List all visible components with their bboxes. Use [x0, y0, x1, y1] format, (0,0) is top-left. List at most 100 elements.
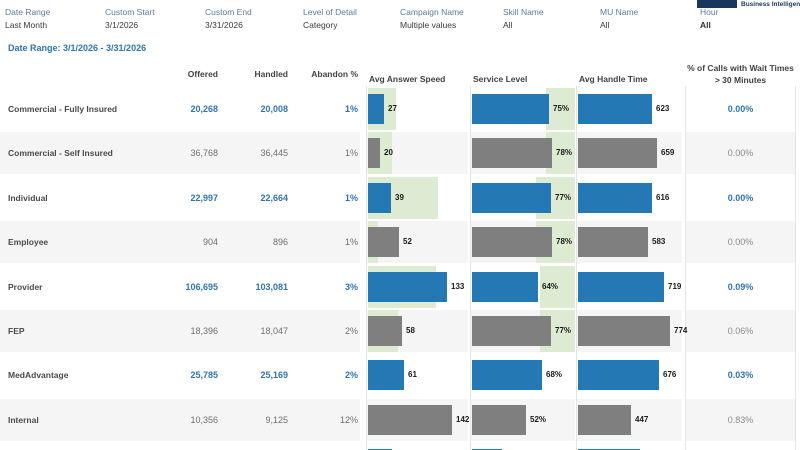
avg-answer-speed-bar[interactable]: [368, 316, 402, 346]
table-row[interactable]: Employee 904 896 1% 52 78% 583 0.00%: [0, 221, 800, 265]
cell-offered: 10,356: [190, 414, 218, 425]
avg-answer-speed-value: 61: [408, 370, 417, 380]
service-level-reference-band: [546, 88, 575, 130]
filter-date-range[interactable]: Date Range Last Month: [5, 7, 101, 30]
filter-value-skill-name[interactable]: All: [503, 20, 513, 30]
avg-handle-time-bar[interactable]: [578, 182, 652, 213]
row-background: [686, 398, 795, 441]
avg-handle-time-value: 719: [668, 281, 682, 291]
avg-handle-time-value: 659: [661, 148, 675, 158]
avg-answer-speed-bar[interactable]: [368, 182, 391, 213]
row-label: MedAdvantage: [8, 370, 69, 381]
brand-logo-text: Business Intelligence: [741, 1, 800, 8]
cell-wait-percent: 0.03%: [727, 370, 754, 381]
avg-answer-speed-bar[interactable]: [368, 227, 399, 258]
avg-answer-speed-bar[interactable]: [368, 138, 380, 169]
service-level-bar[interactable]: [472, 182, 551, 213]
row-background: [367, 443, 468, 450]
cell-wait-percent: 0.00%: [727, 148, 754, 159]
filter-campaign-name[interactable]: Campaign Name Multiple values: [400, 7, 496, 30]
service-level-value: 68%: [546, 370, 563, 380]
avg-answer-speed-value: 27: [388, 104, 397, 113]
avg-handle-time-bar[interactable]: [578, 94, 652, 124]
table-row[interactable]: Commercial - Fully Insured 20,268 20,008 1%…: [0, 88, 800, 132]
cell-abandon: 2%: [344, 326, 358, 336]
cell-wait-percent: 0.06%: [727, 326, 754, 336]
filter-label-level-of-detail: Level of Detail: [303, 7, 357, 17]
avg-answer-speed-value: 133: [451, 281, 465, 291]
cell-handled: 103,081: [255, 281, 288, 292]
cell-abandon: 12%: [339, 414, 358, 425]
filter-value-campaign-name[interactable]: Multiple values: [400, 20, 457, 30]
avg-handle-time-value: 774: [674, 326, 688, 335]
filter-custom-end[interactable]: Custom End 3/31/2026: [205, 7, 301, 30]
table-row-partial[interactable]: [0, 443, 800, 450]
filter-value-level-of-detail[interactable]: Category: [303, 20, 338, 30]
filter-label-date-range: Date Range: [5, 7, 51, 17]
avg-answer-speed-bar[interactable]: [368, 271, 447, 302]
table-row[interactable]: FEP 18,396 18,047 2% 58 77% 774 0.06%: [0, 310, 800, 354]
filter-skill-name[interactable]: Skill Name All: [503, 7, 599, 30]
avg-handle-time-bar[interactable]: [578, 404, 631, 435]
filter-value-hour[interactable]: All: [700, 20, 711, 30]
filter-mu-name[interactable]: MU Name All: [600, 7, 696, 30]
table-row[interactable]: Commercial - Self Insured 36,768 36,445 1% 2…: [0, 132, 800, 176]
row-background: [0, 354, 360, 397]
row-background: [471, 443, 575, 450]
row-background: [686, 443, 795, 450]
service-level-value: 78%: [556, 237, 573, 247]
filter-value-custom-end[interactable]: 3/31/2026: [205, 20, 243, 30]
column-header-wait-line2: > 30 Minutes: [714, 75, 767, 85]
table-row[interactable]: Individual 22,997 22,664 1% 39 77% 616 0.00%: [0, 176, 800, 221]
filter-value-date-range[interactable]: Last Month: [5, 20, 48, 30]
filter-hour[interactable]: Hour All: [700, 7, 796, 30]
avg-handle-time-bar[interactable]: [578, 227, 648, 258]
filter-level-of-detail[interactable]: Level of Detail Category: [303, 7, 399, 30]
service-level-bar[interactable]: [472, 94, 549, 124]
cell-wait-percent: 0.83%: [727, 414, 754, 425]
table-row[interactable]: Provider 106,695 103,081 3% 133 64% 719 0.09%: [0, 265, 800, 310]
service-level-bar[interactable]: [472, 316, 551, 346]
cell-abandon: 1%: [344, 237, 358, 248]
service-level-bar[interactable]: [472, 227, 552, 258]
cell-abandon: 3%: [344, 281, 358, 292]
column-header-handled: Handled: [254, 69, 288, 79]
avg-handle-time-bar[interactable]: [578, 316, 670, 346]
avg-handle-time-bar[interactable]: [578, 271, 664, 302]
filter-custom-start[interactable]: Custom Start 3/1/2026: [105, 7, 201, 30]
service-level-bar[interactable]: [472, 404, 526, 435]
cell-handled: 22,664: [260, 192, 288, 203]
row-background: [686, 132, 795, 175]
avg-answer-speed-value: 39: [395, 192, 404, 202]
cell-abandon: 2%: [344, 370, 358, 381]
cell-offered: 22,997: [190, 192, 218, 203]
avg-handle-time-value: 676: [663, 370, 677, 380]
avg-answer-speed-bar[interactable]: [368, 360, 404, 391]
row-background: [686, 265, 795, 308]
row-background: [686, 221, 795, 264]
avg-handle-time-value: 447: [635, 414, 649, 424]
row-background: [0, 310, 360, 352]
row-label: Internal: [8, 414, 39, 425]
row-background: [0, 132, 360, 175]
avg-answer-speed-bar[interactable]: [368, 404, 452, 435]
cell-handled: 896: [272, 237, 288, 248]
service-level-bar[interactable]: [472, 138, 552, 169]
row-label: Commercial - Fully Insured: [8, 104, 118, 114]
filter-label-mu-name: MU Name: [600, 7, 639, 17]
filter-value-mu-name[interactable]: All: [600, 20, 610, 30]
cell-offered: 106,695: [185, 281, 218, 292]
column-header-service-level: Service Level: [473, 74, 528, 84]
table-row[interactable]: MedAdvantage 25,785 25,169 2% 61 68% 676 0.03%: [0, 354, 800, 398]
service-level-bar[interactable]: [472, 271, 538, 302]
row-background: [0, 398, 360, 441]
avg-answer-speed-value: 142: [456, 414, 470, 424]
cell-abandon: 1%: [344, 104, 358, 114]
column-divider: [795, 86, 796, 450]
filter-value-custom-start[interactable]: 3/1/2026: [105, 20, 139, 30]
avg-handle-time-bar[interactable]: [578, 138, 657, 169]
avg-handle-time-bar[interactable]: [578, 360, 659, 391]
table-row[interactable]: Internal 10,356 9,125 12% 142 52% 447 0.83%: [0, 398, 800, 443]
service-level-bar[interactable]: [472, 360, 542, 391]
avg-answer-speed-bar[interactable]: [368, 94, 384, 124]
